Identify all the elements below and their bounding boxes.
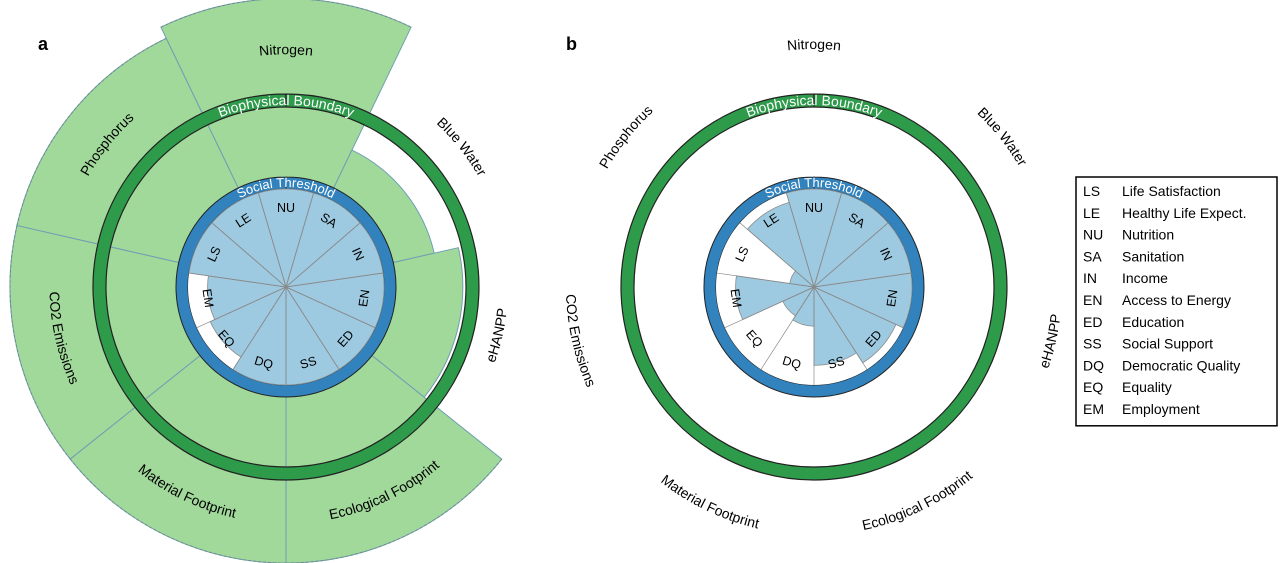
panel-b-social-spoke bbox=[716, 272, 815, 288]
legend-code-ed: ED bbox=[1083, 314, 1102, 330]
panel-a-social-spoke bbox=[211, 222, 287, 288]
legend-code-dq: DQ bbox=[1083, 357, 1104, 373]
legend-text-em: Employment bbox=[1122, 401, 1200, 417]
panel-b-social-spoke bbox=[813, 286, 868, 370]
panel-b-bio-label-nitrogen: Nitrogen bbox=[786, 36, 841, 53]
panel-a-letter: a bbox=[38, 34, 49, 54]
panel-b-bio-label-co2-emissions: CO2 Emissions bbox=[563, 294, 599, 389]
panel-b-social-label-nu: NU bbox=[805, 201, 823, 215]
legend-text-le: Healthy Life Expect. bbox=[1122, 205, 1247, 221]
panel-a-social-label-in: IN bbox=[349, 246, 367, 263]
panel-a-bio-label-blue-water: Blue Water bbox=[434, 114, 490, 179]
legend-text-nu: Nutrition bbox=[1122, 227, 1174, 243]
panel-b-social-label-en: EN bbox=[884, 289, 900, 308]
panel-b-social-spoke bbox=[813, 272, 912, 288]
panel-b-social-label-dq: DQ bbox=[781, 353, 803, 372]
panel-b-social-label-em: EM bbox=[728, 288, 745, 309]
panel-b-bio-label-ehanpp: eHANPP bbox=[1036, 313, 1064, 370]
panel-b-social-label-le: LE bbox=[761, 211, 781, 231]
legend-code-ss: SS bbox=[1083, 336, 1102, 352]
panel-b-social-label-ls: LS bbox=[733, 244, 752, 264]
legend-text-sa: Sanitation bbox=[1122, 248, 1184, 264]
panel-a-social-label-em: EM bbox=[200, 288, 217, 309]
legend-code-ls: LS bbox=[1083, 183, 1100, 199]
legend-box: LS Life Satisfaction LE Healthy Life Expect… bbox=[1075, 176, 1278, 427]
legend-code-le: LE bbox=[1083, 205, 1100, 221]
panel-b-bio-label-phosphorus: Phosphorus bbox=[596, 102, 656, 171]
legend-code-nu: NU bbox=[1083, 227, 1103, 243]
panel-a-social-spoke bbox=[188, 272, 287, 288]
legend-code-in: IN bbox=[1083, 270, 1097, 286]
panel-b-social-spoke bbox=[760, 286, 815, 370]
panel-a-social-spoke bbox=[258, 192, 287, 288]
panel-a-social-label-ls: LS bbox=[205, 244, 224, 264]
panel-a-social-label-dq: DQ bbox=[253, 353, 275, 372]
legend-text-eq: Equality bbox=[1122, 379, 1172, 395]
panel-a-social-spoke bbox=[285, 286, 340, 370]
legend-text-in: Income bbox=[1122, 270, 1168, 286]
panel-a-overshoot-outline bbox=[16, 37, 167, 226]
panel-b-bio-label-material-footprint: Material Footprint bbox=[658, 471, 761, 531]
panel-a-social-spoke bbox=[285, 222, 361, 288]
panel-b-social-spoke bbox=[813, 222, 889, 288]
panel-b-social-label-in: IN bbox=[877, 246, 895, 263]
legend-text-en: Access to Energy bbox=[1122, 292, 1231, 308]
legend-code-en: EN bbox=[1083, 292, 1102, 308]
panel-b-social-spoke bbox=[739, 222, 815, 288]
legend-text-ss: Social Support bbox=[1122, 336, 1213, 352]
panel-a-overshoot-outline bbox=[9, 225, 71, 460]
panel-a-bio-label-ehanpp: eHANPP bbox=[482, 307, 510, 364]
legend-text-dq: Democratic Quality bbox=[1122, 357, 1240, 373]
legend-code-em: EM bbox=[1083, 401, 1104, 417]
panel-a-social-spoke bbox=[232, 286, 287, 370]
panel-a-social-spoke bbox=[196, 286, 287, 329]
panel-a-overshoot-outline bbox=[69, 458, 286, 563]
panel-a-social-spoke bbox=[285, 192, 314, 288]
legend-frame bbox=[1075, 176, 1278, 427]
panel-b-social-label-ss: SS bbox=[826, 354, 846, 372]
panel-a-social-spoke bbox=[285, 272, 384, 288]
legend-text-ed: Education bbox=[1122, 314, 1184, 330]
panel-b-biophysical-boundary-label: Biophysical Boundary bbox=[744, 92, 885, 120]
panel-b-social-spoke bbox=[786, 192, 815, 288]
panel-a-social-label-en: EN bbox=[356, 289, 372, 308]
panel-b-social-spoke bbox=[724, 286, 815, 329]
panel-b-bio-label-blue-water: Blue Water bbox=[975, 104, 1031, 169]
panel-b-biophysical-boundary-ring bbox=[620, 93, 1008, 481]
panel-b-letter: b bbox=[566, 34, 577, 54]
legend-code-eq: EQ bbox=[1083, 379, 1103, 395]
panel-a-social-label-le: LE bbox=[233, 211, 253, 231]
panel-a-overshoot-outline bbox=[285, 458, 503, 563]
panel-a-biophysical-boundary-ring bbox=[92, 93, 480, 481]
legend-text-ls: Life Satisfaction bbox=[1122, 183, 1221, 199]
legend-code-sa: SA bbox=[1083, 248, 1102, 264]
panel-a-social-label-ss: SS bbox=[298, 354, 318, 372]
panel-b-social-spoke bbox=[813, 286, 904, 329]
panel-a-social-label-nu: NU bbox=[277, 201, 295, 215]
panel-b-bio-label-ecological-footprint: Ecological Footprint bbox=[861, 467, 976, 533]
panel-a-social-spoke bbox=[285, 286, 376, 329]
panel-b-social-spoke bbox=[813, 192, 842, 288]
